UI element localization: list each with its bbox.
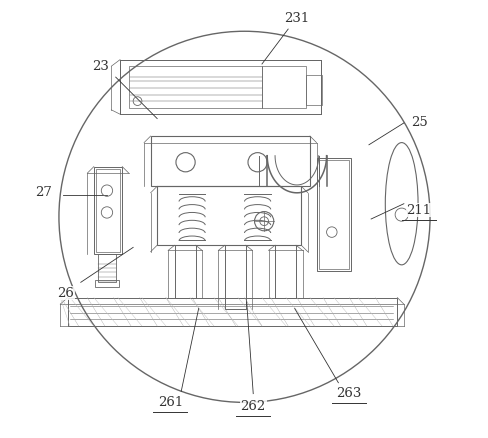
Bar: [318, 160, 348, 269]
Bar: [98, 254, 116, 283]
Text: 23: 23: [92, 60, 109, 73]
Text: 263: 263: [336, 387, 361, 400]
Text: 26: 26: [57, 287, 74, 300]
Bar: [262, 66, 305, 108]
Bar: [157, 186, 301, 245]
Text: 231: 231: [284, 12, 309, 25]
Bar: [174, 245, 195, 297]
Bar: [67, 297, 397, 326]
Bar: [305, 75, 322, 106]
Text: 27: 27: [35, 186, 52, 199]
Bar: [128, 66, 262, 108]
Bar: [316, 158, 351, 272]
Text: 262: 262: [240, 400, 265, 413]
Bar: [96, 169, 120, 252]
Bar: [224, 245, 245, 308]
Bar: [120, 60, 320, 114]
Text: 211: 211: [406, 204, 431, 217]
Text: 261: 261: [157, 396, 183, 409]
Bar: [150, 136, 309, 186]
Bar: [95, 280, 119, 287]
Bar: [275, 245, 295, 297]
Text: 25: 25: [410, 117, 427, 130]
Bar: [94, 166, 122, 254]
